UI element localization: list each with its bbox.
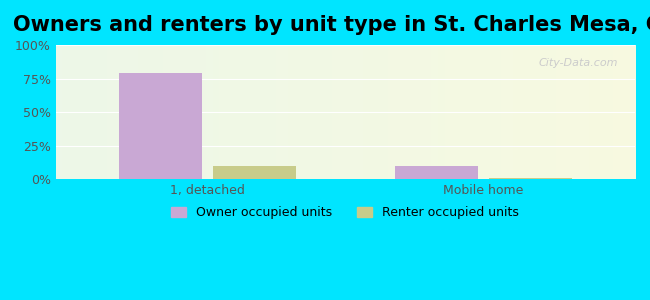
Text: City-Data.com: City-Data.com (538, 58, 617, 68)
Bar (213, 166, 296, 179)
Bar (119, 73, 202, 179)
Legend: Owner occupied units, Renter occupied units: Owner occupied units, Renter occupied un… (166, 201, 525, 224)
Bar (395, 166, 478, 179)
Bar (489, 178, 571, 179)
Title: Owners and renters by unit type in St. Charles Mesa, CO: Owners and renters by unit type in St. C… (12, 15, 650, 35)
